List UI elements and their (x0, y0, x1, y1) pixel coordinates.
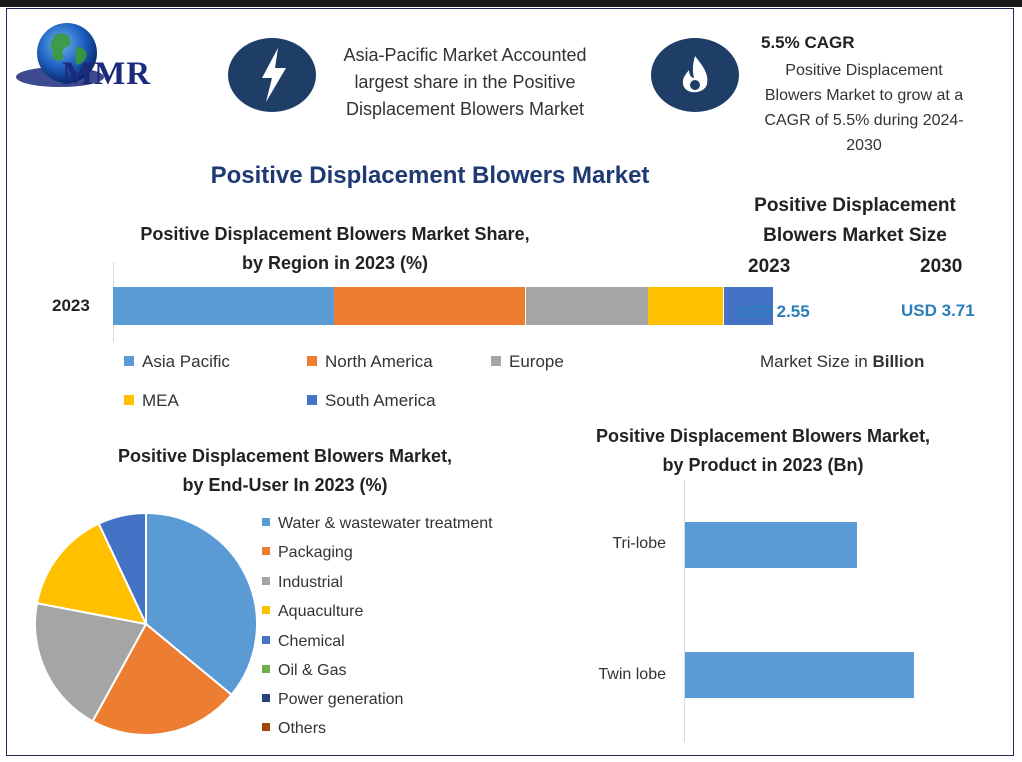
pie-slice (35, 522, 148, 626)
pie-legend-item: Chemical (262, 633, 345, 651)
cagr-line: Positive Displacement (785, 62, 943, 79)
pie-slice (91, 622, 233, 736)
pie-legend-label: Others (278, 720, 327, 737)
highlight-left-line: Asia-Pacific Market Accounted (343, 45, 587, 65)
region-legend-item: South America (307, 391, 436, 411)
lightning-bolt-icon (262, 48, 286, 102)
legend-swatch (262, 665, 270, 673)
product-category-label: Twin lobe (598, 666, 666, 683)
legend-swatch (262, 518, 270, 526)
region-bar-segment (647, 287, 724, 325)
pie-slice (97, 511, 147, 625)
region-legend-label: South America (325, 391, 436, 410)
region-legend-label: Europe (509, 352, 564, 371)
cagr-title: 5.5% CAGR (761, 33, 855, 52)
top-border (0, 0, 1022, 7)
product-chart-title: Positive Displacement Blowers Market, by… (548, 422, 978, 480)
main-title: Positive Displacement Blowers Market (210, 162, 650, 189)
region-chart-title: Positive Displacement Blowers Market Sha… (90, 220, 580, 278)
product-chart-axis (684, 480, 685, 742)
pie-legend-item: Aquaculture (262, 603, 363, 621)
region-legend-label: MEA (142, 391, 179, 410)
legend-swatch (262, 723, 270, 731)
region-legend-item: North America (307, 352, 433, 372)
legend-swatch (124, 395, 134, 405)
market-size-value-start: USD 2.55 (736, 302, 810, 321)
cagr-line: 2030 (846, 137, 882, 154)
infographic-frame (6, 8, 1014, 756)
region-legend-item: Asia Pacific (124, 352, 230, 372)
legend-swatch (262, 636, 270, 644)
enduser-chart-title-line: by End-User In 2023 (%) (182, 475, 388, 495)
legend-swatch (307, 395, 317, 405)
pie-legend-item: Others (262, 720, 326, 738)
market-size-value-end: USD 3.71 (901, 301, 975, 320)
region-legend-item: Europe (491, 352, 564, 372)
region-bar-segment (525, 287, 648, 325)
market-size-note: Market Size in Billion (760, 352, 924, 372)
product-bar (685, 652, 914, 698)
pie-legend-item: Water & wastewater treatment (262, 515, 493, 533)
legend-swatch (491, 356, 501, 366)
highlight-left-line: Displacement Blowers Market (345, 99, 585, 119)
highlight-left-badge (228, 38, 316, 112)
product-chart-title-line: by Product in 2023 (Bn) (662, 455, 864, 475)
region-chart-title-line: Positive Displacement Blowers Market Sha… (140, 224, 530, 244)
region-bar-segment (113, 287, 335, 325)
market-size-title-line: Positive Displacement (754, 195, 956, 216)
highlight-left-line: largest share in the Positive (354, 72, 576, 92)
pie-legend-label: Packaging (278, 544, 353, 561)
legend-swatch (262, 577, 270, 585)
cagr-line: CAGR of 5.5% during 2024- (764, 112, 964, 129)
market-size-note-prefix: Market Size in (760, 352, 873, 371)
enduser-chart-title-line: Positive Displacement Blowers Market, (117, 446, 453, 466)
pie-legend-label: Aquaculture (278, 603, 364, 620)
pie-slice (145, 511, 258, 697)
pie-legend-label: Industrial (278, 574, 343, 591)
pie-legend-item: Oil & Gas (262, 662, 346, 680)
cagr-line: Blowers Market to grow at a (764, 87, 964, 104)
market-size-title-line: Blowers Market Size (763, 225, 947, 246)
region-category-label: 2023 (52, 296, 90, 315)
product-chart-title-line: Positive Displacement Blowers Market, (595, 426, 931, 446)
legend-swatch (262, 606, 270, 614)
market-size-year-end: 2030 (920, 256, 963, 277)
pie-legend-item: Industrial (262, 574, 343, 592)
legend-swatch (307, 356, 317, 366)
globe-icon (16, 23, 104, 87)
product-bar (685, 522, 857, 568)
region-bar-segment (723, 287, 773, 325)
region-bar-segment (334, 287, 526, 325)
legend-swatch (124, 356, 134, 366)
cagr-text: Positive Displacement Blowers Market to … (734, 58, 994, 158)
region-legend-label: North America (325, 352, 433, 371)
highlight-left-text: Asia-Pacific Market Accounted largest sh… (322, 42, 608, 123)
pie-legend-label: Oil & Gas (278, 662, 347, 679)
logo-text: MMR (62, 56, 152, 92)
market-size-year-start: 2023 (748, 256, 791, 277)
region-legend-item: MEA (124, 391, 179, 411)
legend-swatch (262, 547, 270, 555)
pie-legend-item: Power generation (262, 691, 403, 709)
pie-legend-label: Water & wastewater treatment (278, 515, 493, 532)
enduser-chart-title: Positive Displacement Blowers Market, by… (60, 442, 510, 500)
market-size-title: Positive Displacement Blowers Market Siz… (715, 191, 995, 251)
highlight-right-badge (651, 38, 739, 112)
market-size-note-unit: Billion (872, 352, 925, 371)
product-category-label: Tri-lobe (612, 535, 666, 552)
region-legend-label: Asia Pacific (142, 352, 230, 371)
pie-legend-item: Packaging (262, 544, 353, 562)
pie-legend-label: Chemical (278, 633, 345, 650)
pie-legend-label: Power generation (278, 691, 404, 708)
legend-swatch (262, 694, 270, 702)
pie-slice (34, 602, 148, 723)
flame-icon (682, 56, 708, 93)
region-chart-title-line: by Region in 2023 (%) (241, 253, 429, 273)
enduser-pie-chart (34, 511, 258, 736)
